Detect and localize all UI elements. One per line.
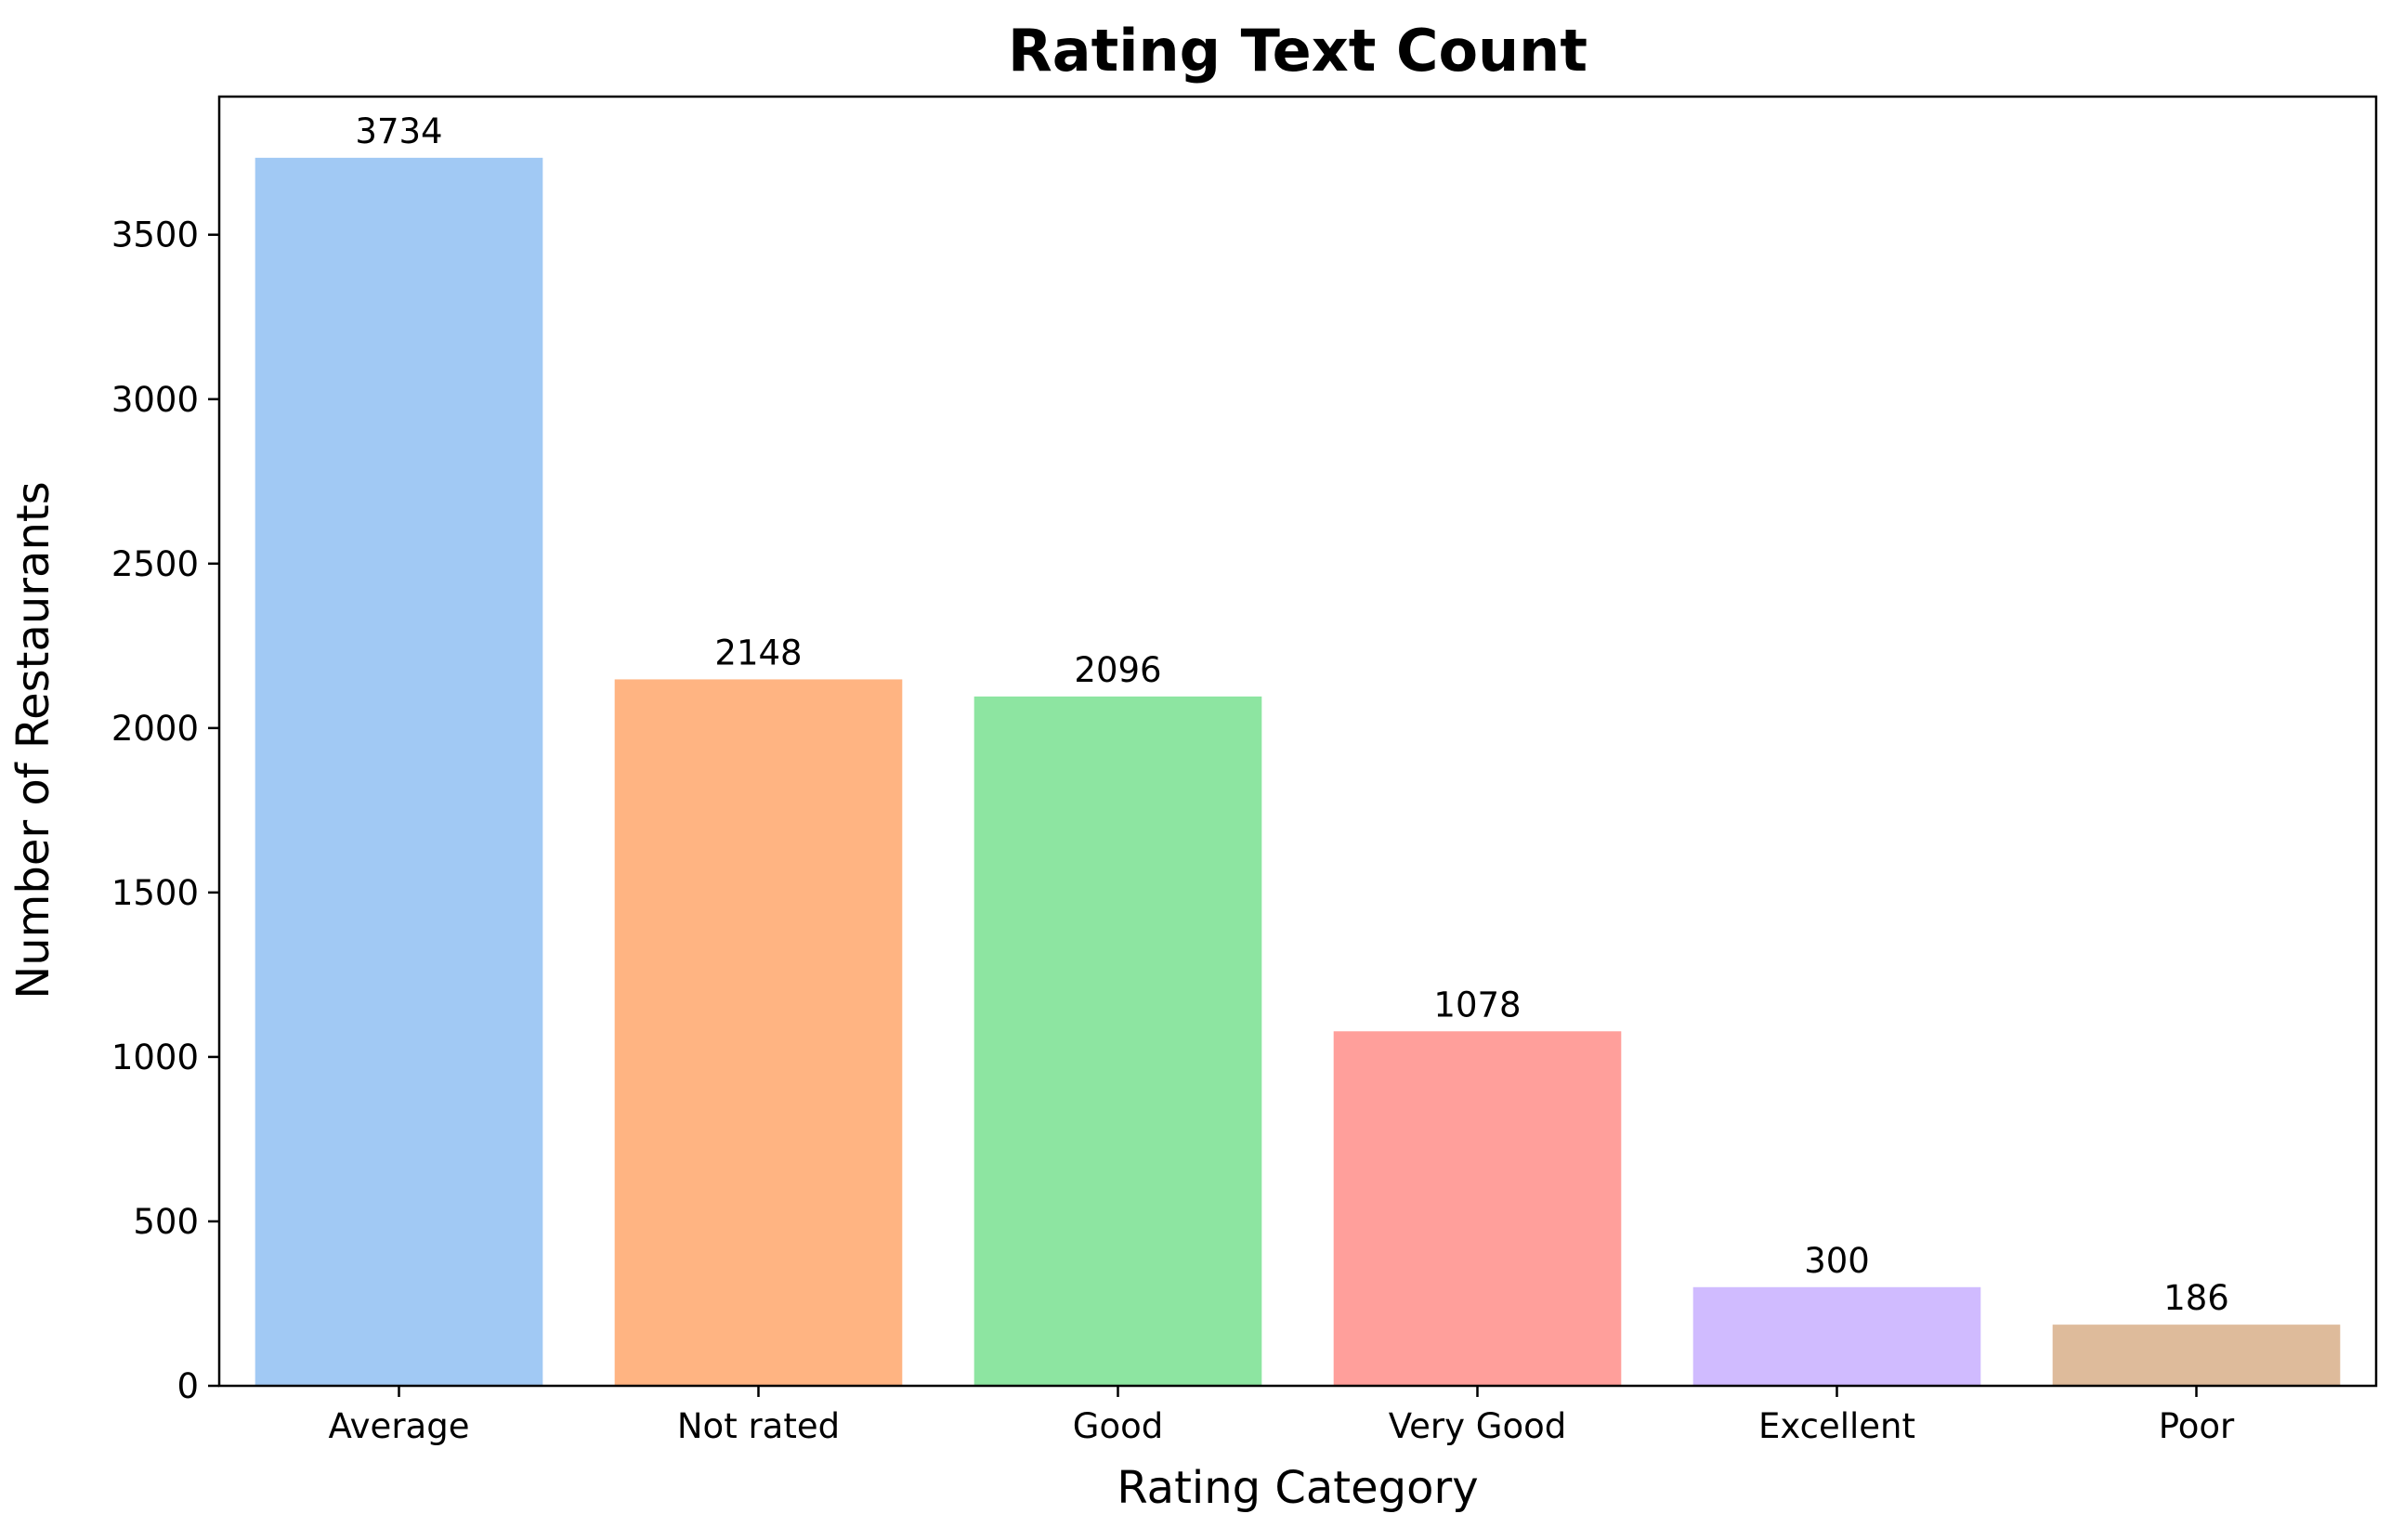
y-axis-label: Number of Restaurants [7, 481, 59, 998]
x-tick-label: Poor [2159, 1406, 2235, 1446]
y-tick-label: 3500 [111, 215, 199, 255]
bar-average [255, 157, 543, 1387]
data-label: 3734 [355, 111, 442, 151]
x-tick-label: Average [329, 1406, 470, 1446]
y-tick-label: 0 [176, 1366, 199, 1406]
x-tick-label: Good [1073, 1406, 1163, 1446]
x-tick-label: Excellent [1758, 1406, 1915, 1446]
data-label: 1078 [1433, 985, 1521, 1024]
x-tick-label: Very Good [1389, 1406, 1567, 1446]
data-labels-group: 3734 2148 2096 1078 300 186 [355, 111, 2228, 1318]
bars-group [255, 157, 2341, 1387]
y-tick-label: 500 [133, 1202, 199, 1242]
data-label: 2148 [714, 633, 802, 672]
x-axis-ticks: Average Not rated Good Very Good Excellent Po… [329, 1386, 2235, 1446]
bar-very-good [1333, 1031, 1622, 1386]
bar-excellent [1692, 1286, 1981, 1386]
chart-title: Rating Text Count [1008, 17, 1587, 85]
y-tick-label: 2500 [111, 544, 199, 584]
bar-good [973, 696, 1262, 1386]
bar-not-rated [614, 679, 903, 1386]
bar-poor [2052, 1325, 2341, 1386]
data-label: 186 [2163, 1278, 2229, 1318]
y-tick-label: 2000 [111, 709, 199, 749]
y-tick-label: 3000 [111, 380, 199, 420]
data-label: 2096 [1074, 650, 1161, 690]
y-tick-label: 1000 [111, 1038, 199, 1077]
x-axis-label: Rating Category [1117, 1462, 1478, 1514]
y-tick-label: 1500 [111, 873, 199, 913]
y-axis-ticks: 0 500 1000 1500 2000 2500 3000 3500 [111, 215, 219, 1406]
x-tick-label: Not rated [677, 1406, 840, 1446]
data-label: 300 [1804, 1241, 1870, 1281]
plot-area-frame [217, 95, 2378, 1388]
